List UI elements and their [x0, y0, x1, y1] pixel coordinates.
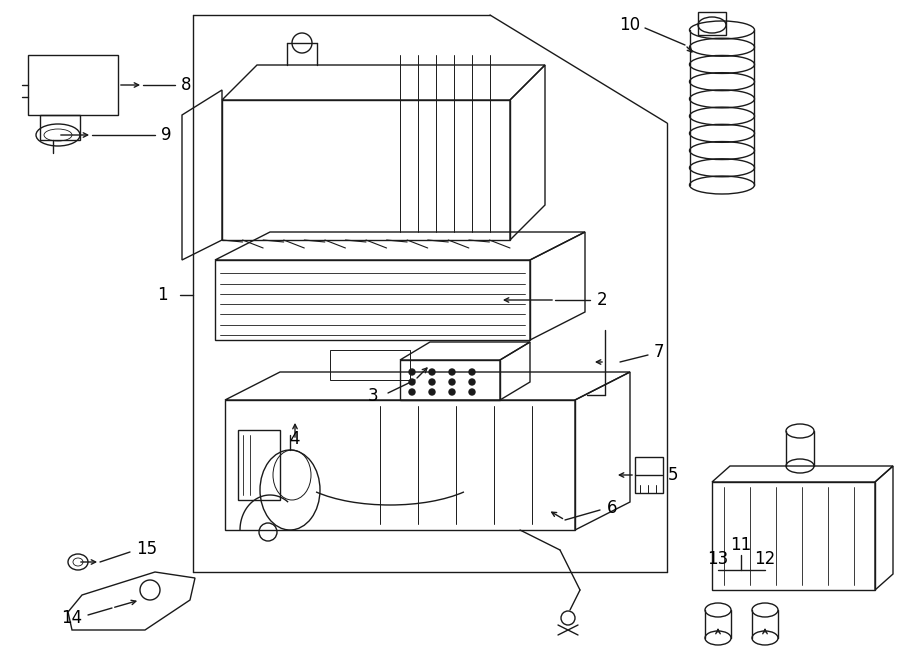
Text: 13: 13 — [707, 550, 729, 568]
Text: 12: 12 — [754, 550, 776, 568]
Text: 15: 15 — [136, 540, 158, 558]
Circle shape — [409, 369, 415, 375]
Circle shape — [469, 379, 475, 385]
Circle shape — [429, 369, 435, 375]
Circle shape — [449, 379, 455, 385]
Text: 8: 8 — [181, 76, 192, 94]
Circle shape — [429, 389, 435, 395]
Circle shape — [409, 389, 415, 395]
Text: 4: 4 — [290, 430, 301, 448]
Circle shape — [429, 379, 435, 385]
Text: 7: 7 — [654, 343, 664, 361]
Text: 10: 10 — [619, 16, 640, 34]
Text: 1: 1 — [158, 286, 168, 304]
Text: 2: 2 — [597, 291, 608, 309]
Text: 9: 9 — [161, 126, 172, 144]
Circle shape — [449, 369, 455, 375]
Text: 5: 5 — [668, 466, 679, 484]
Circle shape — [409, 379, 415, 385]
Text: 11: 11 — [731, 536, 752, 554]
Circle shape — [469, 389, 475, 395]
Text: 3: 3 — [367, 387, 378, 405]
Circle shape — [469, 369, 475, 375]
Text: 14: 14 — [61, 609, 82, 627]
Circle shape — [449, 389, 455, 395]
Text: 6: 6 — [607, 499, 617, 517]
